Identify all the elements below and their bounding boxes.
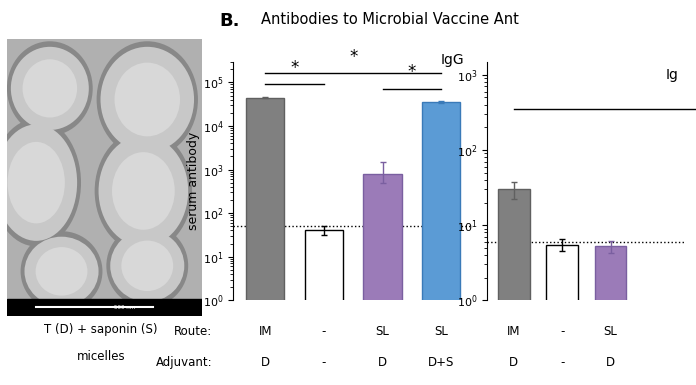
Ellipse shape — [7, 41, 93, 136]
Text: IM: IM — [259, 325, 272, 338]
Text: SL: SL — [434, 325, 448, 338]
Text: Ig: Ig — [665, 68, 679, 82]
Bar — [595, 246, 626, 385]
Text: micelles: micelles — [77, 350, 125, 363]
Ellipse shape — [97, 41, 198, 158]
Text: Adjuvant:: Adjuvant: — [156, 356, 212, 369]
Text: B.: B. — [219, 12, 239, 30]
Text: *: * — [349, 48, 358, 66]
Text: Antibodies to Microbial Vaccine Ant: Antibodies to Microbial Vaccine Ant — [261, 12, 519, 27]
Text: D+S: D+S — [428, 356, 454, 369]
Text: -: - — [560, 325, 564, 338]
Text: *: * — [408, 64, 416, 82]
Bar — [422, 102, 460, 385]
Text: SL: SL — [376, 325, 390, 338]
Ellipse shape — [8, 142, 65, 223]
Ellipse shape — [11, 47, 89, 130]
Ellipse shape — [0, 119, 81, 246]
Text: -: - — [560, 356, 564, 369]
Ellipse shape — [99, 136, 188, 246]
Bar — [7, 299, 202, 316]
Bar — [246, 97, 285, 385]
Bar — [305, 231, 343, 385]
Ellipse shape — [0, 124, 77, 241]
Ellipse shape — [22, 59, 77, 117]
Ellipse shape — [21, 231, 102, 311]
Text: Route:: Route: — [174, 325, 212, 338]
Ellipse shape — [24, 237, 99, 306]
Text: D: D — [509, 356, 519, 369]
Bar — [498, 189, 530, 385]
Ellipse shape — [95, 130, 192, 252]
Ellipse shape — [112, 152, 175, 230]
Ellipse shape — [115, 63, 180, 136]
Y-axis label: serum antibody: serum antibody — [187, 132, 200, 230]
Text: *: * — [290, 59, 299, 77]
Text: D: D — [606, 356, 615, 369]
Text: D: D — [261, 356, 270, 369]
Text: -: - — [322, 356, 326, 369]
Text: SL: SL — [603, 325, 617, 338]
Bar — [546, 244, 578, 385]
Ellipse shape — [121, 241, 173, 291]
Ellipse shape — [106, 224, 188, 307]
Ellipse shape — [100, 47, 194, 152]
Text: 500 nm: 500 nm — [114, 305, 136, 310]
Bar — [363, 174, 402, 385]
Ellipse shape — [35, 247, 88, 296]
Ellipse shape — [110, 230, 184, 302]
Text: T (D) + saponin (S): T (D) + saponin (S) — [44, 323, 158, 336]
Text: D: D — [378, 356, 387, 369]
Text: -: - — [322, 325, 326, 338]
Text: IgG: IgG — [441, 53, 464, 67]
Text: IM: IM — [507, 325, 521, 338]
